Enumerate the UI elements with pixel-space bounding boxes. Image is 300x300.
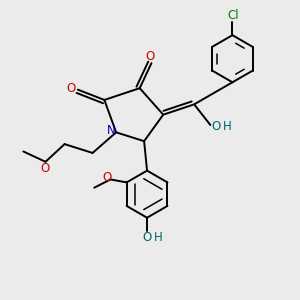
Text: O: O [102,172,112,184]
Text: O: O [41,162,50,175]
Text: O: O [146,50,154,63]
Text: O: O [211,120,220,133]
Text: O: O [67,82,76,95]
Text: H: H [154,231,163,244]
Text: H: H [223,120,232,133]
Text: O: O [142,231,152,244]
Text: N: N [106,124,115,137]
Text: Cl: Cl [227,9,239,22]
